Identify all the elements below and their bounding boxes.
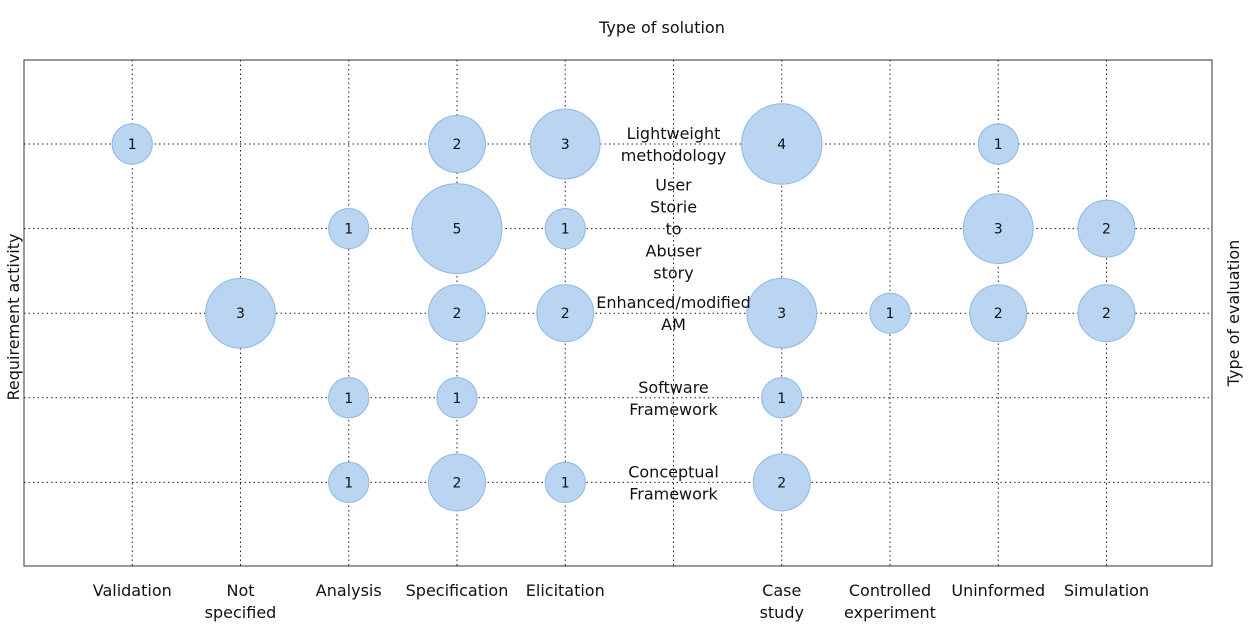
row-label: Storie bbox=[650, 198, 697, 217]
bubble bbox=[529, 108, 601, 180]
bubble-value-label: 1 bbox=[344, 391, 353, 407]
row-label: Enhanced/modified bbox=[596, 293, 751, 312]
bubble-value-label: 1 bbox=[344, 222, 353, 238]
bubble bbox=[428, 284, 486, 343]
bubble-value-label: 1 bbox=[777, 391, 786, 407]
row-labels: Lightweight methodology User Storie to Abuser… bbox=[596, 124, 751, 503]
row-label: Conceptual bbox=[628, 462, 719, 481]
bubble bbox=[752, 453, 811, 512]
bubble-value-label: 2 bbox=[777, 475, 786, 491]
row-label: Abuser bbox=[646, 242, 702, 261]
bubble bbox=[328, 461, 370, 504]
bubble-value-label: 5 bbox=[453, 222, 462, 238]
bubble-value-label: 3 bbox=[994, 222, 1003, 238]
bubble bbox=[428, 453, 486, 512]
bubble-value-label: 2 bbox=[1102, 306, 1111, 322]
x-tick-label: Case bbox=[762, 581, 801, 600]
bubble bbox=[205, 277, 276, 349]
bubble-value-label: 2 bbox=[1102, 222, 1111, 238]
bubble-value-label: 2 bbox=[561, 306, 570, 322]
row-label: User bbox=[655, 176, 692, 195]
bubble-value-label: 1 bbox=[886, 306, 895, 322]
bubble-value-label: 1 bbox=[994, 137, 1003, 153]
row-label: Lightweight bbox=[627, 124, 721, 143]
x-tick-label: Simulation bbox=[1064, 581, 1149, 600]
row-label: methodology bbox=[621, 146, 726, 165]
row-label: AM bbox=[661, 315, 686, 334]
bubble bbox=[761, 377, 803, 419]
bubble-value-label: 2 bbox=[453, 306, 462, 322]
bubble bbox=[962, 193, 1034, 264]
bubble-value-label: 2 bbox=[453, 137, 462, 153]
x-tick-label: Controlled bbox=[849, 581, 931, 600]
x-tick-label: specified bbox=[205, 603, 277, 622]
x-tick-label: Validation bbox=[93, 581, 172, 600]
bubble bbox=[977, 123, 1019, 165]
x-tick-label: Uninformed bbox=[951, 581, 1045, 600]
bubble bbox=[111, 123, 153, 165]
x-tick-label: experiment bbox=[844, 603, 936, 622]
bubble-value-label: 2 bbox=[994, 306, 1003, 322]
bubble bbox=[869, 292, 911, 334]
bubble-value-label: 1 bbox=[453, 391, 462, 407]
row-label: Software bbox=[638, 378, 709, 397]
row-label: Framework bbox=[629, 400, 718, 419]
left-axis-title: Requirement activity bbox=[4, 234, 23, 401]
bubble bbox=[544, 207, 586, 250]
bubble bbox=[969, 284, 1028, 343]
bubble-value-label: 3 bbox=[236, 306, 245, 322]
bubble bbox=[428, 115, 486, 173]
bubble bbox=[544, 461, 586, 504]
bubble bbox=[328, 207, 370, 250]
bubble-value-label: 3 bbox=[777, 306, 786, 322]
bubble-value-label: 1 bbox=[128, 137, 137, 153]
bubble bbox=[411, 183, 503, 275]
bubble-value-label: 1 bbox=[344, 475, 353, 491]
bubble bbox=[1077, 199, 1136, 258]
bubble bbox=[741, 103, 823, 185]
row-label: story bbox=[653, 264, 693, 283]
right-axis-title: Type of evaluation bbox=[1224, 240, 1243, 388]
bubble bbox=[536, 284, 595, 343]
bubble bbox=[436, 377, 478, 419]
bubble-value-label: 1 bbox=[561, 222, 570, 238]
row-label: Framework bbox=[629, 484, 718, 503]
bubble bbox=[328, 377, 370, 419]
x-tick-label: study bbox=[760, 603, 804, 622]
grid-lines bbox=[24, 60, 1212, 566]
bubbles: 1 2 3 4 1 1 5 1 3 2 3 2 2 3 1 2 2 1 1 1 1 2 1 2 bbox=[111, 103, 1136, 512]
x-tick-label: Not bbox=[226, 581, 254, 600]
bubble bbox=[1077, 284, 1136, 343]
bubble-value-label: 4 bbox=[777, 137, 786, 153]
bubble-value-label: 1 bbox=[561, 475, 570, 491]
bubble-value-label: 2 bbox=[453, 475, 462, 491]
x-tick-label: Specification bbox=[406, 581, 509, 600]
bubble-value-label: 3 bbox=[561, 137, 570, 153]
bubble bbox=[746, 277, 818, 349]
top-axis-title: Type of solution bbox=[598, 18, 725, 37]
x-tick-labels: Validation Not specified Analysis Specificat… bbox=[93, 581, 1149, 622]
x-tick-label: Elicitation bbox=[526, 581, 605, 600]
row-label: to bbox=[665, 220, 681, 239]
x-tick-label: Analysis bbox=[316, 581, 382, 600]
